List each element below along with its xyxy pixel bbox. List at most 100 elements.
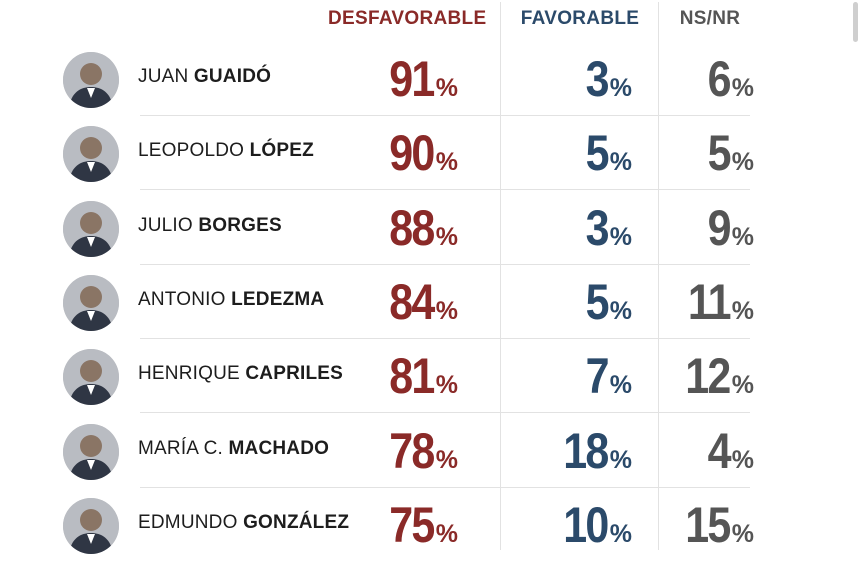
value-favorable: 5% [582, 124, 632, 182]
candidate-name: ANTONIO LEDEZMA [138, 289, 324, 311]
person-icon [63, 126, 119, 182]
last-name: GONZÁLEZ [243, 512, 350, 533]
first-name: JUAN [138, 66, 189, 87]
value-number: 10 [563, 497, 609, 553]
candidate-name: EDMUNDO GONZÁLEZ [138, 512, 349, 534]
value-number: 84 [389, 274, 435, 330]
value-number: 3 [585, 200, 610, 256]
header-desfavorable: DESFAVORABLE [328, 8, 487, 29]
value-number: 5 [707, 125, 732, 181]
last-name: MACHADO [228, 438, 330, 459]
candidate-name: MARÍA C. MACHADO [138, 438, 329, 460]
value-desfavorable: 75% [382, 496, 458, 554]
scrollbar[interactable] [853, 2, 858, 42]
table-row: EDMUNDO GONZÁLEZ 75% 10% 15% [0, 488, 860, 562]
table-row: JULIO BORGES 88% 3% 9% [0, 191, 860, 265]
value-nsnr: 11% [681, 273, 754, 331]
table-row: MARÍA C. MACHADO 78% 18% 4% [0, 414, 860, 488]
value-number: 5 [585, 125, 610, 181]
value-nsnr: 5% [704, 124, 754, 182]
value-number: 78 [389, 423, 435, 479]
percent-sign: % [435, 297, 458, 325]
percent-sign: % [435, 223, 458, 251]
percent-sign: % [731, 371, 754, 399]
value-desfavorable: 84% [382, 273, 458, 331]
first-name: HENRIQUE [138, 363, 240, 384]
first-name: ANTONIO [138, 289, 226, 310]
percent-sign: % [731, 223, 754, 251]
table-row: JUAN GUAIDÓ 91% 3% 6% [0, 42, 860, 116]
column-divider [500, 2, 501, 550]
percent-sign: % [731, 297, 754, 325]
percent-sign: % [435, 371, 458, 399]
candidate-name: JUAN GUAIDÓ [138, 66, 271, 88]
percent-sign: % [609, 74, 632, 102]
percent-sign: % [435, 520, 458, 548]
value-desfavorable: 78% [382, 422, 458, 480]
value-favorable: 5% [582, 273, 632, 331]
table-row: ANTONIO LEDEZMA 84% 5% 11% [0, 265, 860, 339]
value-nsnr: 6% [704, 50, 754, 108]
percent-sign: % [609, 371, 632, 399]
value-nsnr: 12% [678, 347, 754, 405]
value-favorable: 3% [582, 199, 632, 257]
value-number: 6 [707, 51, 732, 107]
percent-sign: % [435, 74, 458, 102]
first-name: MARÍA C. [138, 438, 224, 459]
last-name: LÓPEZ [249, 140, 314, 161]
row-divider [140, 412, 750, 413]
first-name: LEOPOLDO [138, 140, 245, 161]
value-desfavorable: 90% [382, 124, 458, 182]
value-number: 7 [585, 348, 610, 404]
first-name: JULIO [138, 215, 193, 236]
person-icon [63, 349, 119, 405]
percent-sign: % [731, 446, 754, 474]
value-number: 3 [585, 51, 610, 107]
value-number: 91 [389, 51, 435, 107]
last-name: CAPRILES [245, 363, 344, 384]
value-favorable: 7% [582, 347, 632, 405]
value-number: 5 [585, 274, 610, 330]
percent-sign: % [435, 148, 458, 176]
value-nsnr: 9% [704, 199, 754, 257]
person-icon [63, 424, 119, 480]
value-number: 11 [687, 274, 732, 330]
candidate-name: HENRIQUE CAPRILES [138, 363, 343, 385]
value-number: 4 [707, 423, 732, 479]
value-favorable: 18% [556, 422, 632, 480]
percent-sign: % [435, 446, 458, 474]
person-icon [63, 498, 119, 554]
value-number: 90 [389, 125, 435, 181]
value-desfavorable: 88% [382, 199, 458, 257]
table-row: HENRIQUE CAPRILES 81% 7% 12% [0, 339, 860, 413]
value-number: 15 [685, 497, 731, 553]
percent-sign: % [609, 223, 632, 251]
row-divider [140, 264, 750, 265]
candidate-name: JULIO BORGES [138, 215, 282, 237]
percent-sign: % [731, 520, 754, 548]
value-favorable: 3% [582, 50, 632, 108]
table-row: LEOPOLDO LÓPEZ 90% 5% 5% [0, 116, 860, 190]
row-divider [140, 189, 750, 190]
percent-sign: % [609, 297, 632, 325]
value-number: 9 [707, 200, 732, 256]
row-divider [140, 115, 750, 116]
person-icon [63, 52, 119, 108]
value-number: 75 [389, 497, 435, 553]
header-nsnr: NS/NR [679, 8, 741, 29]
value-number: 81 [389, 348, 435, 404]
value-desfavorable: 91% [382, 50, 458, 108]
person-icon [63, 275, 119, 331]
percent-sign: % [609, 446, 632, 474]
person-icon [63, 201, 119, 257]
column-divider [658, 2, 659, 550]
percent-sign: % [731, 148, 754, 176]
candidate-name: LEOPOLDO LÓPEZ [138, 140, 314, 162]
first-name: EDMUNDO [138, 512, 238, 533]
value-number: 88 [389, 200, 435, 256]
percent-sign: % [609, 148, 632, 176]
row-divider [140, 487, 750, 488]
header-favorable: FAVORABLE [520, 8, 640, 29]
value-number: 12 [685, 348, 731, 404]
